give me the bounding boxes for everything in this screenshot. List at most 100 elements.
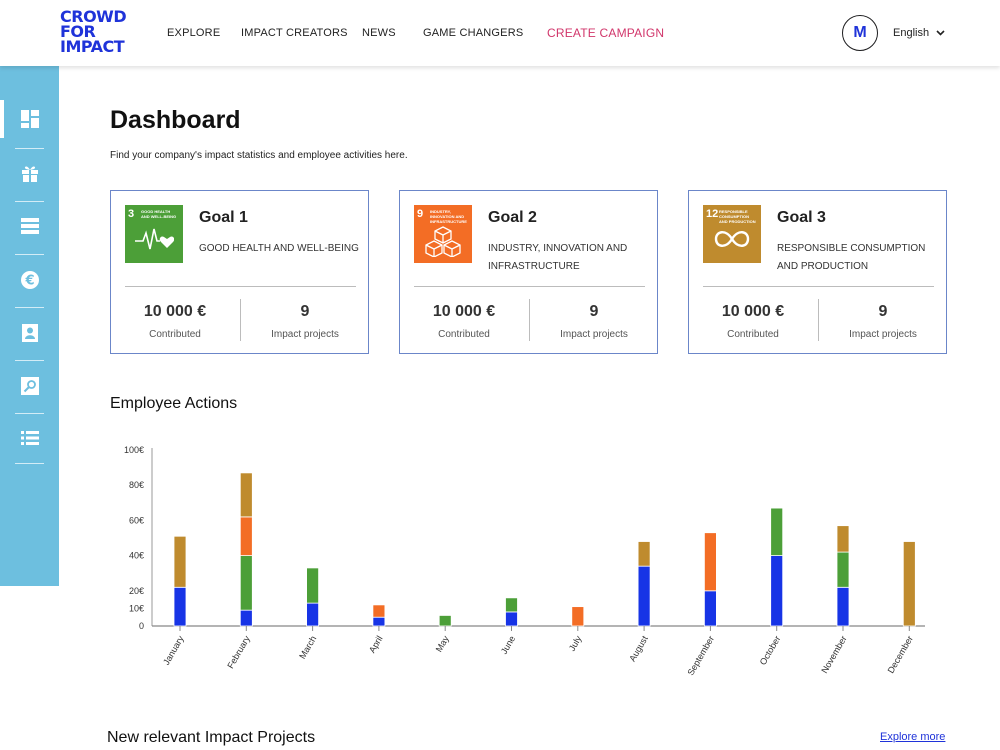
sdg-number: 12 [706, 208, 719, 220]
bullets-icon[interactable] [15, 423, 45, 453]
chart-bar [306, 567, 320, 604]
chart-bar [372, 616, 386, 627]
sidebar-divider [15, 307, 44, 308]
explore-more-link[interactable]: Explore more [880, 731, 946, 743]
language-label: English [893, 27, 930, 39]
contributed-value: 10 000 € [432, 303, 496, 320]
dashboard-icon[interactable] [15, 104, 45, 134]
chart-bar [239, 472, 253, 518]
projects-value: 9 [878, 303, 888, 320]
user-avatar[interactable]: M [842, 15, 878, 51]
sidebar-divider [15, 254, 44, 255]
sidebar: € [0, 66, 59, 586]
create-campaign-link[interactable]: CREATE CAMPAIGN [547, 26, 665, 40]
x-tick-label: September [685, 634, 716, 677]
sidebar-divider [15, 413, 44, 414]
chart-bar [571, 606, 585, 627]
cubes-icon [425, 226, 461, 257]
chart-bar [637, 541, 651, 567]
sidebar-divider [15, 360, 44, 361]
goal-card[interactable]: 3 GOOD HEALTH AND WELL-BEING Goal 1 GOOD… [110, 190, 369, 354]
projects-value: 9 [300, 303, 310, 320]
goal-card[interactable]: 12 RESPONSIBLE CONSUMPTION AND PRODUCTIO… [688, 190, 947, 354]
list-icon[interactable] [15, 211, 45, 241]
contributed-value: 10 000 € [143, 303, 207, 320]
chart-bar [239, 609, 253, 627]
nav-impact-creators[interactable]: IMPACT CREATORS [241, 27, 348, 39]
goal-title: Goal 1 [199, 209, 248, 226]
nav-explore[interactable]: EXPLORE [167, 27, 221, 39]
top-header: CROWD FOR IMPACT EXPLORE IMPACT CREATORS… [0, 0, 1000, 66]
projects-label: Impact projects [560, 329, 628, 340]
sdg-number: 9 [417, 208, 424, 220]
brand-logo[interactable]: CROWD FOR IMPACT [60, 9, 127, 56]
chart-bar [836, 586, 850, 627]
card-vertical-divider [240, 299, 241, 341]
y-tick-label: 100€ [124, 445, 144, 455]
projects-label: Impact projects [849, 329, 917, 340]
contributed-label: Contributed [727, 329, 779, 340]
infinity-icon [714, 231, 750, 247]
goal-description: GOOD HEALTH AND WELL-BEING [199, 243, 359, 254]
gift-icon[interactable] [15, 158, 45, 188]
projects-label: Impact projects [271, 329, 339, 340]
y-tick-label: 60€ [129, 515, 144, 525]
y-tick-label: 80€ [129, 480, 144, 490]
language-selector[interactable]: English [893, 27, 945, 39]
x-tick-label: July [567, 634, 584, 653]
y-tick-label: 0 [139, 621, 144, 631]
sidebar-divider [15, 201, 44, 202]
search-icon[interactable] [15, 371, 45, 401]
goal-description: INDUSTRY, INNOVATION AND INFRASTRUCTURE [488, 243, 628, 272]
svg-text:€: € [24, 274, 34, 289]
x-tick-label: January [161, 634, 186, 667]
sidebar-divider [15, 463, 44, 464]
card-vertical-divider [529, 299, 530, 341]
chart-bar [637, 565, 651, 627]
y-tick-label: 40€ [129, 551, 144, 561]
chart-bar [239, 555, 253, 611]
x-tick-label: November [819, 634, 848, 675]
chart-bar [836, 551, 850, 588]
chart-bar [704, 532, 717, 592]
card-divider [703, 286, 934, 287]
goal-title: Goal 3 [777, 209, 826, 226]
goal-card[interactable]: 9 INDUSTRY, INNOVATION AND INFRASTRUCTUR… [399, 190, 658, 354]
x-tick-label: April [367, 634, 385, 655]
goal-title: Goal 2 [488, 209, 537, 226]
chart-bar [770, 507, 784, 557]
heartbeat-icon [135, 228, 174, 250]
sdg-badge: 9 INDUSTRY, INNOVATION AND INFRASTRUCTUR… [414, 205, 472, 263]
x-tick-label: June [499, 634, 517, 656]
chart-bar [902, 541, 916, 627]
sidebar-divider [15, 148, 44, 149]
card-divider [414, 286, 645, 287]
card-divider [125, 286, 356, 287]
page-subtitle: Find your company's impact statistics an… [110, 150, 408, 161]
goal-description: RESPONSIBLE CONSUMPTION AND PRODUCTION [777, 243, 926, 272]
employee-actions-chart: 0 10€ 20€ 40€ 60€ 80€ 100€ January February March… [124, 445, 925, 677]
nav-game-changers[interactable]: GAME CHANGERS [423, 27, 524, 39]
chart-bar [704, 590, 717, 627]
sdg-badge: 12 RESPONSIBLE CONSUMPTION AND PRODUCTIO… [703, 205, 761, 263]
nav-news[interactable]: NEWS [362, 27, 396, 39]
contributed-value: 10 000 € [721, 303, 785, 320]
employee-actions-title: Employee Actions [110, 395, 238, 412]
chart-bar [770, 555, 784, 627]
x-tick-label: August [627, 634, 650, 664]
sdg-number: 3 [128, 208, 135, 220]
profile-icon[interactable] [15, 318, 45, 348]
card-vertical-divider [818, 299, 819, 341]
contributed-label: Contributed [438, 329, 490, 340]
page-title: Dashboard [110, 106, 241, 134]
logo-line: IMPACT [60, 37, 125, 56]
euro-icon[interactable]: € [15, 265, 45, 295]
chevron-down-icon [936, 30, 945, 36]
projects-value: 9 [589, 303, 599, 320]
sdg-label: GOOD HEALTH AND WELL-BEING [141, 209, 177, 219]
x-tick-label: May [434, 634, 451, 654]
chart-bar [372, 604, 386, 618]
x-tick-label: December [886, 634, 915, 675]
logo-line: FOR [60, 22, 96, 41]
chart-bar [173, 586, 187, 627]
